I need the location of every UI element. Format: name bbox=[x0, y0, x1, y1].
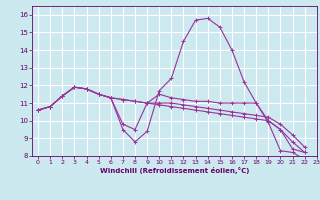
X-axis label: Windchill (Refroidissement éolien,°C): Windchill (Refroidissement éolien,°C) bbox=[100, 167, 249, 174]
